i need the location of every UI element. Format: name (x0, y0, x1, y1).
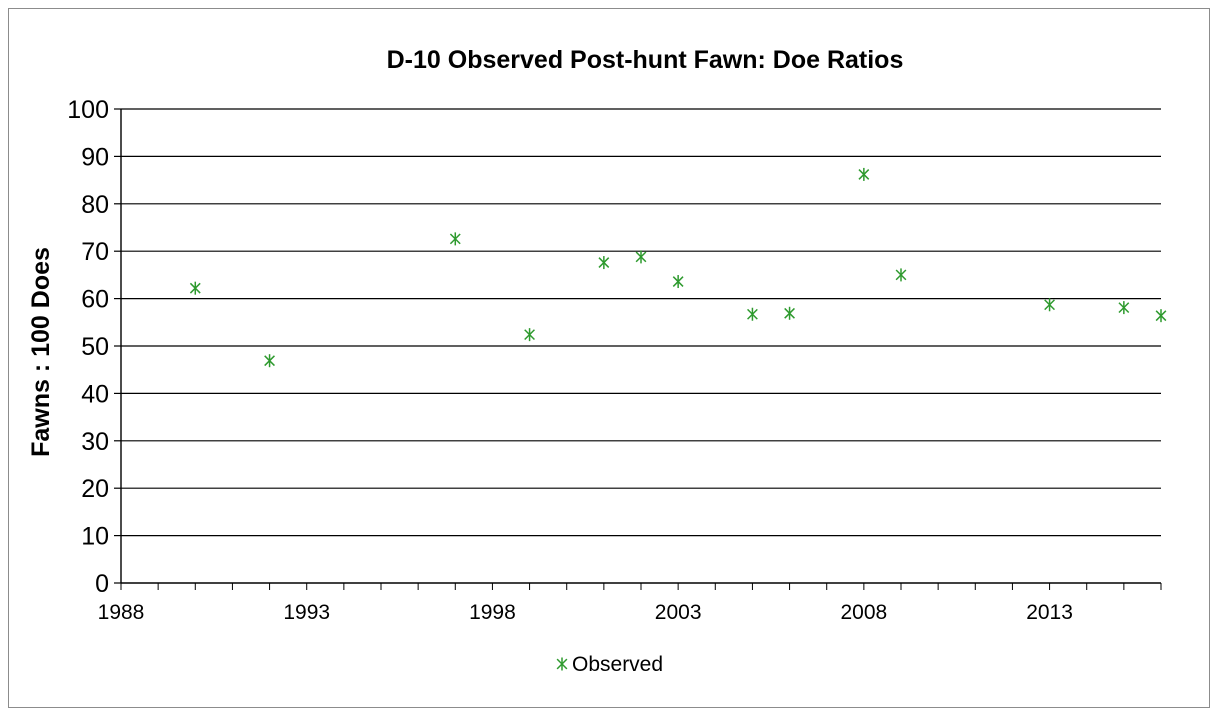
point-2002 (635, 250, 647, 264)
chart-title: D-10 Observed Post-hunt Fawn: Doe Ratios (387, 46, 904, 74)
point-2002-d2 (635, 251, 647, 263)
y-tick-label-100: 100 (67, 96, 109, 124)
point-1997 (449, 232, 461, 246)
point-2013-d2 (1044, 299, 1055, 311)
legend-marker-star (556, 657, 568, 671)
y-tick-label-50: 50 (81, 333, 109, 361)
data-points (189, 167, 1167, 368)
point-2016-d2 (1155, 310, 1167, 322)
y-tick-label-60: 60 (81, 286, 109, 314)
y-tick-label-90: 90 (81, 143, 109, 171)
point-2015-d2 (1118, 302, 1130, 314)
legend-marker-star-d2 (556, 658, 568, 670)
gridlines (121, 108, 1161, 537)
point-1997-d2 (449, 233, 461, 245)
point-2013 (1044, 298, 1055, 312)
point-1990 (189, 281, 201, 295)
point-2005-d2 (747, 308, 758, 320)
point-2016 (1155, 309, 1167, 323)
y-tick-labels: 0 10 20 30 40 50 60 70 80 90 100 (67, 96, 109, 598)
legend-marker-observed (556, 657, 568, 671)
y-axis-label: Fawns : 100 Does (27, 247, 55, 457)
x-tick-label-2013: 2013 (1026, 601, 1073, 624)
point-2001-d2 (598, 257, 610, 268)
chart-frame: D-10 Observed Post-hunt Fawn: Doe Ratios… (8, 8, 1210, 708)
y-tick-label-80: 80 (81, 191, 109, 219)
x-tick-labels: 1988 1993 1998 2003 2008 2013 (98, 601, 1073, 624)
point-2001 (598, 256, 610, 270)
point-1992 (264, 354, 275, 368)
point-1992-d2 (264, 355, 275, 367)
point-2003 (672, 275, 684, 289)
point-2008-d2 (858, 169, 870, 180)
y-tick-label-70: 70 (81, 238, 109, 266)
point-2008 (858, 167, 870, 181)
point-1990-d2 (189, 282, 201, 294)
x-tick-label-1993: 1993 (283, 601, 330, 624)
x-tick-label-1998: 1998 (469, 601, 516, 624)
y-tick-label-40: 40 (81, 380, 109, 408)
x-tick-label-1988: 1988 (98, 601, 145, 624)
point-2009 (895, 268, 907, 282)
point-2009-d2 (895, 269, 907, 281)
x-tick-label-2003: 2003 (655, 601, 702, 624)
axes (114, 108, 1162, 590)
point-2003-d2 (672, 276, 684, 287)
y-tick-label-0: 0 (95, 570, 109, 598)
y-tick-label-30: 30 (81, 428, 109, 456)
point-2006-d2 (784, 307, 795, 319)
point-2005 (747, 307, 758, 321)
legend-label-observed: Observed (572, 653, 663, 676)
point-2015 (1118, 301, 1130, 315)
y-tick-label-10: 10 (81, 523, 109, 551)
point-2006 (784, 306, 795, 320)
y-tick-label-20: 20 (81, 475, 109, 503)
point-1999-d2 (524, 329, 535, 341)
legend: Observed (556, 653, 663, 676)
scatter-chart: D-10 Observed Post-hunt Fawn: Doe Ratios… (27, 46, 1167, 676)
x-tick-label-2008: 2008 (840, 601, 887, 624)
point-1999 (524, 328, 535, 342)
